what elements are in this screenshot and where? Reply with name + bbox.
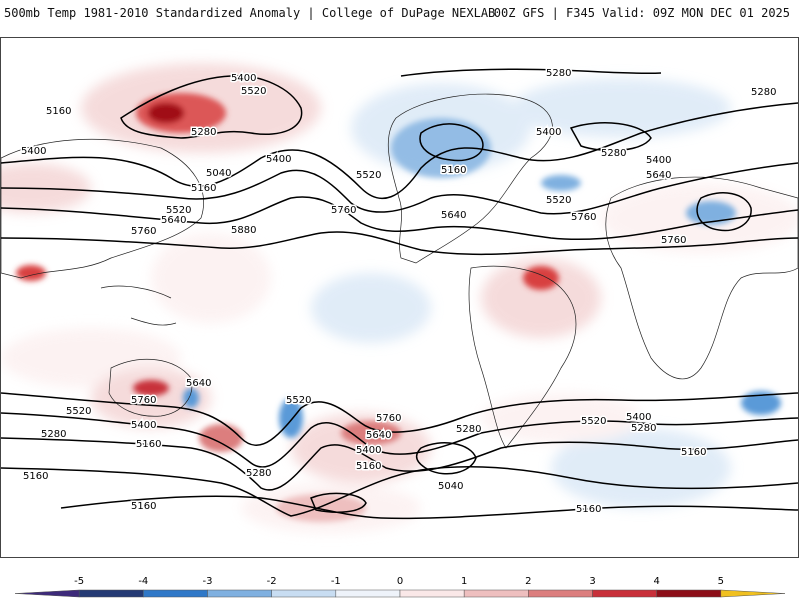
contour-label: 5400 [21,146,46,157]
colorbar-segment [14,589,80,598]
colorbar-segment [720,589,786,598]
contour-label: 5760 [661,235,686,246]
contour-label: 5280 [41,429,66,440]
contour-label: 5040 [206,168,231,179]
colorbar-tick-label: -1 [331,576,341,587]
colorbar: -5 -4 -3 -2 -1 0 1 2 3 4 5 [14,576,786,598]
colorbar-tick-label: -5 [74,576,84,587]
contour-labels: 5400 5520 5160 5280 5400 5040 5160 5520 … [20,67,778,517]
colorbar-tick-label: 4 [653,576,659,587]
contour-label: 5160 [681,447,706,458]
contour-label: 5520 [356,170,381,181]
colorbar-segment [78,589,144,598]
colorbar-segment [271,589,337,598]
colorbar-tick-label: 1 [461,576,467,587]
anomaly-map[interactable]: 5400 5520 5160 5280 5400 5040 5160 5520 … [0,37,799,558]
colorbar-tick-label: -2 [267,576,277,587]
contour-label: 5400 [646,155,671,166]
contour-label: 5520 [66,406,91,417]
contour-label: 5520 [241,86,266,97]
colorbar-segment [207,589,272,598]
contour-label: 5280 [191,127,216,138]
map-canvas: 5400 5520 5160 5280 5400 5040 5160 5520 … [1,63,798,533]
colorbar-tick-label: -4 [138,576,148,587]
contour-label: 5760 [376,413,401,424]
colorbar-segment [335,589,401,598]
contour-label: 5160 [576,504,601,515]
contour-label: 5280 [601,148,626,159]
contour-label: 5760 [571,212,596,223]
contour-label: 5160 [356,461,381,472]
contour-label: 5160 [136,439,161,450]
height-contours [1,68,798,520]
contour-label: 5280 [631,423,656,434]
colorbar-tick-label: -3 [203,576,213,587]
contour-label: 5160 [23,471,48,482]
colorbar-tick-label: 2 [525,576,531,587]
colorbar-segment [463,589,529,598]
colorbar-segment [143,589,208,598]
colorbar-segment [592,589,657,598]
colorbar-segment [399,589,465,598]
contour-label: 5760 [131,395,156,406]
contour-label: 5760 [331,205,356,216]
contour-label: 5160 [131,501,156,512]
contour-label: 5520 [546,195,571,206]
contour-label: 5400 [231,73,256,84]
contour-label: 5400 [131,420,156,431]
contour-label: 5040 [438,481,463,492]
colorbar-tick-label: 0 [397,576,403,587]
contour-label: 5280 [546,68,571,79]
contour-label: 5400 [536,127,561,138]
contour-label: 5280 [246,468,271,479]
contour-label: 5160 [441,165,466,176]
contour-label: 5400 [626,412,651,423]
colorbar-segment [528,589,593,598]
contour-label: 5160 [191,183,216,194]
contour-label: 5640 [646,170,671,181]
contour-label: 5520 [581,416,606,427]
contour-label: 5520 [166,205,191,216]
contour-label: 5280 [456,424,481,435]
contour-label: 5520 [286,395,311,406]
contour-label: 5640 [366,430,391,441]
contour-label: 5640 [161,215,186,226]
contour-label: 5280 [751,87,776,98]
map-title: 500mb Temp 1981-2010 Standardized Anomal… [4,6,496,20]
colorbar-tick-label: 5 [718,576,724,587]
run-info: 00Z GFS | F345 Valid: 09Z MON DEC 01 202… [493,6,790,20]
contour-label: 5160 [46,106,71,117]
contour-label: 5400 [646,155,671,166]
contour-label: 5400 [356,445,381,456]
coastlines [1,93,798,449]
colorbar-segment [656,589,722,598]
colorbar-labels: -5 -4 -3 -2 -1 0 1 2 3 4 5 [74,576,724,587]
contour-label: 5640 [186,378,211,389]
contour-label: 5640 [441,210,466,221]
colorbar-segments [14,589,786,598]
contour-label: 5400 [266,154,291,165]
contour-label: 5760 [131,226,156,237]
colorbar-tick-label: 3 [589,576,595,587]
contour-label: 5880 [231,225,256,236]
map-header: 500mb Temp 1981-2010 Standardized Anomal… [0,0,800,36]
